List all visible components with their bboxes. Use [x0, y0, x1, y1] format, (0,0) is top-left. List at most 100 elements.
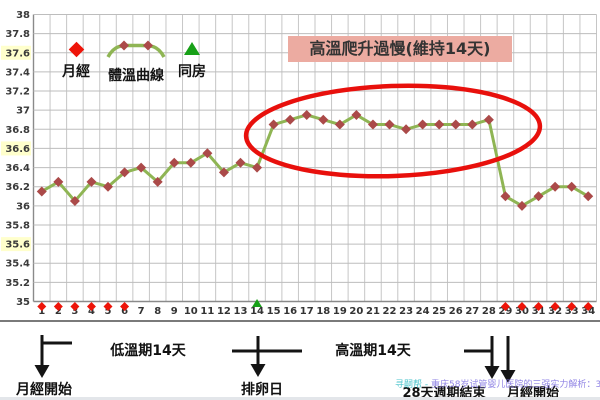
menstruation-marker: [550, 302, 560, 311]
temperature-point: [119, 167, 130, 178]
menstruation-marker: [500, 302, 510, 311]
menstruation-marker: [37, 302, 47, 311]
x-axis-tick-label: 5: [105, 306, 112, 317]
menstruation-marker: [103, 302, 113, 311]
label-ovulation: 排卵日: [241, 382, 283, 398]
x-axis-tick-label: 24: [416, 306, 430, 317]
x-axis-tick-label: 1: [38, 306, 45, 317]
x-axis-tick-label: 23: [399, 306, 413, 317]
temperature-point: [86, 176, 97, 187]
y-axis-tick-label: 35: [16, 297, 30, 308]
temperature-point: [136, 162, 147, 173]
x-axis-tick-label: 21: [366, 306, 380, 317]
x-axis-tick-label: 7: [138, 306, 145, 317]
x-axis-tick-label: 12: [217, 306, 231, 317]
bottom-edge-strip: [0, 397, 600, 400]
temperature-point: [202, 148, 213, 159]
temperature-point: [583, 191, 594, 202]
legend-item-intercourse: 同房: [178, 40, 206, 81]
temperature-point: [401, 124, 412, 135]
temperature-point: [384, 119, 395, 130]
temperature-point: [103, 181, 114, 192]
y-axis-tick-label: 37.6: [5, 48, 30, 59]
x-axis-tick-label: 3: [71, 306, 78, 317]
x-axis-tick-label: 17: [300, 306, 314, 317]
temperature-point: [169, 157, 180, 168]
temperature-point: [235, 157, 246, 168]
ytick-highlight: [1, 141, 31, 156]
temperature-point: [218, 167, 229, 178]
temperature-point: [351, 109, 362, 120]
x-axis-tick-label: 19: [333, 306, 347, 317]
x-axis-tick-label: 28: [482, 306, 496, 317]
y-axis-tick-label: 36.8: [5, 125, 30, 136]
label-low-phase: 低溫期14天: [110, 343, 186, 359]
y-axis-tick-label: 37.8: [5, 29, 30, 40]
label-menses-start-left: 月經開始: [16, 382, 72, 398]
x-axis-tick-label: 11: [200, 306, 214, 317]
y-axis-tick-label: 38: [16, 10, 30, 21]
menstruation-marker: [120, 302, 130, 311]
temperature-point: [533, 191, 544, 202]
x-axis-tick-label: 10: [184, 306, 198, 317]
temperature-point: [334, 119, 345, 130]
y-axis-tick-label: 36: [16, 201, 30, 212]
ovulation-arrow: [232, 336, 302, 377]
y-axis-tick-label: 36.4: [5, 163, 30, 174]
menstruation-marker: [70, 302, 80, 311]
y-axis-tick-label: 37.4: [5, 67, 30, 78]
temperature-point: [483, 114, 494, 125]
temperature-point: [285, 114, 296, 125]
x-axis-tick-label: 33: [565, 306, 579, 317]
legend-item-menstruation: 月經: [62, 40, 90, 81]
x-axis-tick-label: 32: [548, 306, 562, 317]
x-axis-tick-label: 22: [383, 306, 397, 317]
temperature-point: [566, 181, 577, 192]
chart-bottom-divider: [0, 320, 600, 322]
x-axis-tick-label: 4: [88, 306, 95, 317]
menstruation-marker: [53, 302, 63, 311]
menstruation-marker: [583, 302, 593, 311]
x-axis-tick-label: 20: [349, 306, 363, 317]
legend-label-temp-curve: 體溫曲線: [108, 68, 164, 84]
temperature-point: [301, 109, 312, 120]
menstruation-marker: [567, 302, 577, 311]
menses-start-right-arrow: [500, 336, 516, 383]
temperature-point: [516, 200, 527, 211]
label-high-phase: 高溫期14天: [335, 343, 411, 359]
highlight-ellipse: [243, 83, 543, 179]
watermark-text: 寻嗣帮 - 重庆58岁试管婴儿医院的三强实力解析：3: [395, 380, 600, 390]
menstruation-marker: [534, 302, 544, 311]
y-axis-tick-label: 36.2: [5, 182, 30, 193]
temperature-curve-icon: [106, 40, 166, 58]
y-axis-tick-label: 35.8: [5, 220, 30, 231]
temperature-point: [417, 119, 428, 130]
temperature-point: [252, 162, 263, 173]
x-axis-tick-label: 18: [316, 306, 330, 317]
temperature-point: [467, 119, 478, 130]
y-axis-tick-label: 37.2: [5, 87, 30, 98]
x-axis-tick-label: 34: [581, 306, 595, 317]
temperature-point: [550, 181, 561, 192]
x-axis-tick-label: 9: [171, 306, 178, 317]
temperature-point: [268, 119, 279, 130]
menstruation-marker: [517, 302, 527, 311]
y-axis-tick-label: 35.2: [5, 278, 30, 289]
temperature-point: [367, 119, 378, 130]
legend-item-temp-curve: 體溫曲線: [105, 40, 167, 85]
label-cycle-end: 28天週期結束: [402, 386, 486, 400]
x-axis-tick-label: 2: [55, 306, 62, 317]
cycle-end-arrow: [464, 336, 500, 379]
menstruation-marker: [86, 302, 96, 311]
x-axis-tick-label: 30: [515, 306, 529, 317]
y-axis-tick-label: 35.4: [5, 259, 30, 270]
y-axis-tick-label: 37: [16, 106, 30, 117]
label-menses-start-right: 月經開始: [506, 386, 560, 400]
x-axis-tick-label: 27: [465, 306, 479, 317]
temperature-point: [36, 186, 47, 197]
temperature-point: [152, 176, 163, 187]
x-axis-tick-label: 15: [267, 306, 281, 317]
x-axis-tick-label: 13: [234, 306, 248, 317]
intercourse-marker: [252, 299, 263, 307]
